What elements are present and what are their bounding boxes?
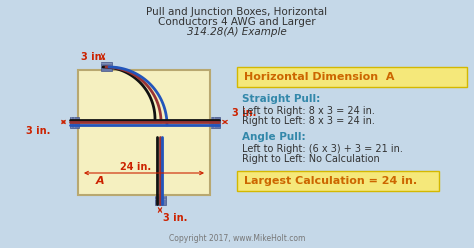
Text: Pull and Junction Boxes, Horizontal: Pull and Junction Boxes, Horizontal xyxy=(146,7,328,17)
Text: Right to Left: No Calculation: Right to Left: No Calculation xyxy=(242,154,380,164)
Text: 3 in.: 3 in. xyxy=(232,108,256,118)
Text: Conductors 4 AWG and Larger: Conductors 4 AWG and Larger xyxy=(158,17,316,27)
Text: Straight Pull:: Straight Pull: xyxy=(242,94,320,104)
Bar xyxy=(70,117,79,128)
Text: 24 in.: 24 in. xyxy=(120,162,152,172)
Text: Right to Left: 8 x 3 = 24 in.: Right to Left: 8 x 3 = 24 in. xyxy=(242,116,375,126)
Text: Largest Calculation = 24 in.: Largest Calculation = 24 in. xyxy=(244,176,417,186)
Text: Copyright 2017, www.MikeHolt.com: Copyright 2017, www.MikeHolt.com xyxy=(169,234,305,243)
Bar xyxy=(78,70,210,195)
Bar xyxy=(101,62,112,71)
FancyBboxPatch shape xyxy=(237,67,467,87)
Text: Horizontal Dimension  A: Horizontal Dimension A xyxy=(244,72,394,82)
Text: Angle Pull:: Angle Pull: xyxy=(242,132,306,142)
Text: 314.28(A) Example: 314.28(A) Example xyxy=(187,27,287,37)
Text: 3 in.: 3 in. xyxy=(26,126,50,136)
FancyBboxPatch shape xyxy=(237,171,439,191)
Bar xyxy=(211,117,220,128)
Text: Left to Right: (6 x 3) + 3 = 21 in.: Left to Right: (6 x 3) + 3 = 21 in. xyxy=(242,144,403,154)
Bar xyxy=(155,196,166,205)
Text: A: A xyxy=(96,176,105,186)
Text: Left to Right: 8 x 3 = 24 in.: Left to Right: 8 x 3 = 24 in. xyxy=(242,106,375,116)
Text: 3 in.: 3 in. xyxy=(163,213,187,223)
Text: 3 in.: 3 in. xyxy=(81,52,105,62)
